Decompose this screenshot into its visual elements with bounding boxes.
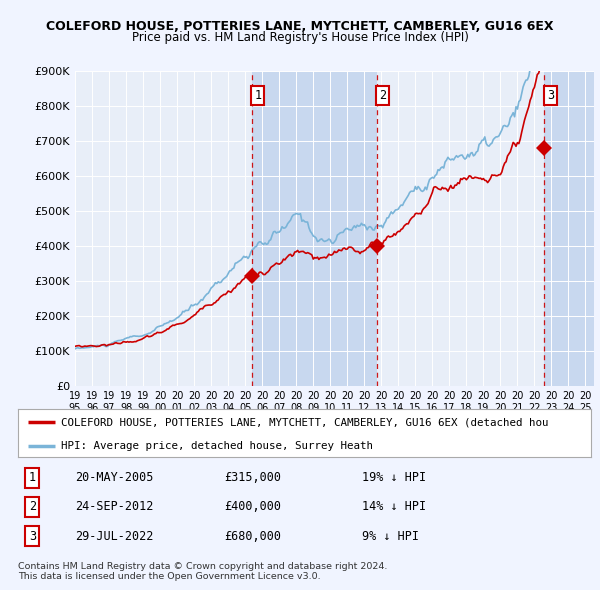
Text: 1: 1 [29,471,36,484]
Text: 3: 3 [547,89,554,102]
Text: Contains HM Land Registry data © Crown copyright and database right 2024.: Contains HM Land Registry data © Crown c… [18,562,388,571]
Text: 29-JUL-2022: 29-JUL-2022 [76,530,154,543]
Text: 1: 1 [254,89,262,102]
Text: £400,000: £400,000 [224,500,281,513]
Text: 20-MAY-2005: 20-MAY-2005 [76,471,154,484]
Text: COLEFORD HOUSE, POTTERIES LANE, MYTCHETT, CAMBERLEY, GU16 6EX: COLEFORD HOUSE, POTTERIES LANE, MYTCHETT… [46,20,554,33]
Bar [544,71,594,386]
Text: HPI: Average price, detached house, Surrey Heath: HPI: Average price, detached house, Surr… [61,441,373,451]
Bar [251,71,377,386]
Text: £680,000: £680,000 [224,530,281,543]
Text: 14% ↓ HPI: 14% ↓ HPI [362,500,426,513]
Text: 3: 3 [29,530,36,543]
Text: 2: 2 [29,500,36,513]
Text: 24-SEP-2012: 24-SEP-2012 [76,500,154,513]
Text: COLEFORD HOUSE, POTTERIES LANE, MYTCHETT, CAMBERLEY, GU16 6EX (detached hou: COLEFORD HOUSE, POTTERIES LANE, MYTCHETT… [61,417,548,427]
Text: 2: 2 [379,89,386,102]
Text: Price paid vs. HM Land Registry's House Price Index (HPI): Price paid vs. HM Land Registry's House … [131,31,469,44]
Text: 9% ↓ HPI: 9% ↓ HPI [362,530,419,543]
Text: £315,000: £315,000 [224,471,281,484]
Text: This data is licensed under the Open Government Licence v3.0.: This data is licensed under the Open Gov… [18,572,320,581]
Text: 19% ↓ HPI: 19% ↓ HPI [362,471,426,484]
